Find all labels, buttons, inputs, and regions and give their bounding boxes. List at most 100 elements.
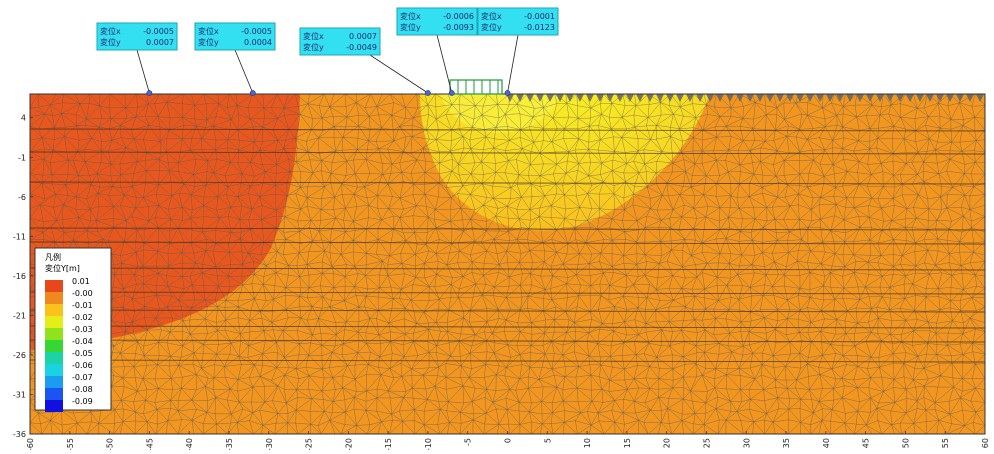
legend-entry-label: -0.09	[72, 397, 93, 406]
x-tick-label: 60	[981, 438, 990, 448]
x-tick-label: -60	[26, 438, 35, 450]
x-tick-label: 20	[663, 438, 672, 448]
legend-swatch	[45, 352, 63, 364]
x-tick-label: -30	[265, 438, 274, 450]
probe-point-marker	[504, 90, 511, 96]
y-tick-label: -36	[13, 430, 26, 439]
legend-entry-label: -0.02	[72, 313, 93, 322]
legend-title: 凡例	[45, 252, 61, 262]
legend-entry-label: -0.08	[72, 385, 93, 394]
x-tick-label: 25	[702, 438, 711, 448]
displacement-callout: 変位x -0.0006 変位y -0.0093	[396, 7, 478, 96]
y-tick-label: -21	[13, 311, 26, 320]
x-tick-label: -20	[344, 438, 353, 450]
legend-swatch	[45, 316, 63, 328]
legend-swatch	[45, 304, 63, 316]
fe-mesh	[30, 94, 985, 434]
callout-line1-value: -0.0005	[143, 27, 174, 36]
callout-line1-value: -0.0005	[241, 27, 272, 36]
x-axis-ticks: -60 -55 -50 -45 -40 -35 -30 -25 -20 -15 -10 -5 0 5 10 1…	[26, 431, 990, 451]
callout-line1-value: -0.0001	[524, 12, 555, 21]
callout-box	[477, 7, 559, 36]
callout-line2-label: 変位y	[400, 22, 421, 32]
legend-entry-label: -0.06	[72, 361, 93, 370]
x-tick-label: 0	[504, 438, 513, 443]
soil-model	[30, 94, 985, 434]
x-tick-label: -35	[225, 438, 234, 450]
x-tick-label: -10	[424, 438, 433, 450]
legend-swatch	[45, 400, 63, 412]
y-tick-label: -26	[13, 351, 26, 360]
callout-line1-value: -0.0006	[443, 12, 474, 21]
callout-line1-label: 変位x	[303, 31, 324, 41]
x-tick-label: 10	[583, 438, 592, 448]
callout-line1-label: 変位x	[100, 26, 121, 36]
x-tick-label: 15	[623, 438, 632, 448]
callout-line2-label: 変位y	[198, 37, 219, 47]
callout-line2-label: 変位y	[481, 22, 502, 32]
callout-line1-label: 変位x	[481, 11, 502, 21]
legend-entry-label: 0.01	[72, 277, 90, 286]
callout-line1-value: 0.0007	[349, 32, 377, 41]
callout-line1-label: 変位x	[400, 11, 421, 21]
legend-entry-label: -0.03	[72, 325, 93, 334]
callout-line2-value: -0.0093	[443, 23, 474, 32]
legend-entry-label: -0.05	[72, 349, 93, 358]
x-tick-label: 50	[901, 438, 910, 448]
x-tick-label: -25	[305, 438, 314, 450]
x-tick-label: -45	[145, 438, 154, 450]
legend-swatch	[45, 328, 63, 340]
legend-panel: 凡例 変位Y[m] 0.01 -0.00 -0.01 -0.02 -0.03 -0.04 -…	[34, 247, 112, 412]
legend-swatch	[45, 388, 63, 400]
y-tick-label: -6	[18, 193, 26, 202]
probe-point-marker	[146, 90, 153, 96]
probe-point-marker	[425, 90, 431, 96]
callout-line2-value: 0.0007	[146, 38, 174, 47]
probe-point-marker	[249, 90, 256, 96]
legend-entries: 0.01 -0.00 -0.01 -0.02 -0.03 -0.04 -0.05 -0.06 -…	[45, 277, 93, 412]
callout-box	[194, 22, 276, 51]
callout-box	[396, 7, 478, 36]
legend-swatch	[45, 376, 63, 388]
displacement-callout: 変位x 0.0007 変位y -0.0049	[299, 27, 431, 96]
probe-point-marker	[448, 90, 455, 96]
x-tick-label: 45	[862, 438, 871, 448]
surface-load-icon	[449, 79, 503, 95]
displacement-callout: 変位x -0.0005 変位y 0.0007	[96, 22, 178, 96]
x-tick-label: 35	[782, 438, 791, 448]
callout-line2-label: 変位y	[100, 37, 121, 47]
x-tick-label: -40	[185, 438, 194, 450]
x-tick-label: 5	[543, 438, 552, 443]
callout-line2-value: -0.0123	[524, 23, 555, 32]
legend-entry-label: -0.01	[72, 301, 93, 310]
x-tick-label: 55	[941, 438, 950, 448]
legend-swatch	[45, 280, 63, 292]
x-tick-label: -50	[106, 438, 115, 450]
y-tick-label: -1	[18, 153, 26, 162]
legend-subtitle: 変位Y[m]	[45, 263, 80, 273]
x-tick-label: -15	[384, 438, 393, 450]
callout-box	[96, 22, 178, 51]
y-tick-label: 4	[21, 114, 26, 123]
y-tick-label: -11	[13, 232, 26, 241]
y-axis-ticks: 4 -1 -6 -11 -16 -21 -26 -31 -36	[13, 114, 33, 439]
soil-layer-boundaries	[30, 128, 985, 363]
displacement-callout: 変位x -0.0005 変位y 0.0004	[194, 22, 276, 96]
x-tick-label: 30	[742, 438, 751, 448]
y-tick-label: -16	[13, 272, 26, 281]
callout-line2-value: 0.0004	[244, 38, 272, 47]
contour-settlement-inner-zone	[440, 94, 560, 133]
legend-swatch	[45, 364, 63, 376]
legend-entry-label: -0.07	[72, 373, 93, 382]
displacement-callout: 変位x -0.0001 変位y -0.0123	[477, 7, 559, 96]
x-tick-label: -55	[66, 438, 75, 450]
legend-swatch	[45, 292, 63, 304]
legend-entry-label: -0.04	[72, 337, 93, 346]
legend-entry-label: -0.00	[72, 289, 93, 298]
callout-line2-value: -0.0049	[346, 43, 377, 52]
callout-line1-label: 変位x	[198, 26, 219, 36]
callout-line2-label: 変位y	[303, 42, 324, 52]
